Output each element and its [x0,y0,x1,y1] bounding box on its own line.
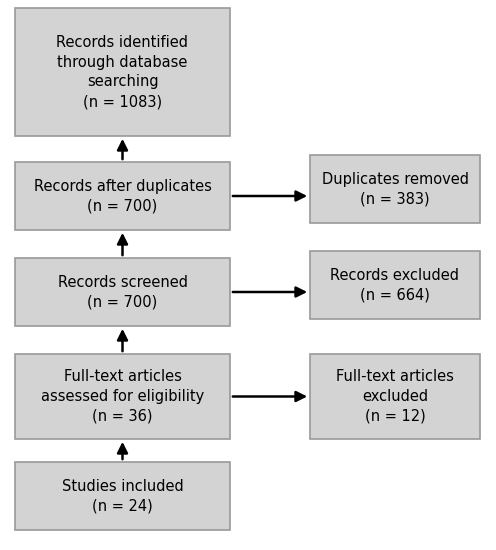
FancyBboxPatch shape [15,354,230,439]
FancyBboxPatch shape [15,8,230,136]
Text: Studies included
(n = 24): Studies included (n = 24) [62,478,184,513]
Text: Records excluded
(n = 664): Records excluded (n = 664) [330,268,459,302]
FancyBboxPatch shape [15,258,230,326]
Text: Records screened
(n = 700): Records screened (n = 700) [58,274,187,310]
FancyBboxPatch shape [15,462,230,530]
FancyBboxPatch shape [310,155,480,223]
FancyBboxPatch shape [310,354,480,439]
FancyBboxPatch shape [310,251,480,319]
Text: Records identified
through database
searching
(n = 1083): Records identified through database sear… [57,35,188,109]
FancyBboxPatch shape [15,162,230,230]
Text: Full-text articles
assessed for eligibility
(n = 36): Full-text articles assessed for eligibil… [41,369,204,424]
Text: Records after duplicates
(n = 700): Records after duplicates (n = 700) [34,179,211,213]
Text: Duplicates removed
(n = 383): Duplicates removed (n = 383) [321,172,469,206]
Text: Full-text articles
excluded
(n = 12): Full-text articles excluded (n = 12) [336,369,454,424]
